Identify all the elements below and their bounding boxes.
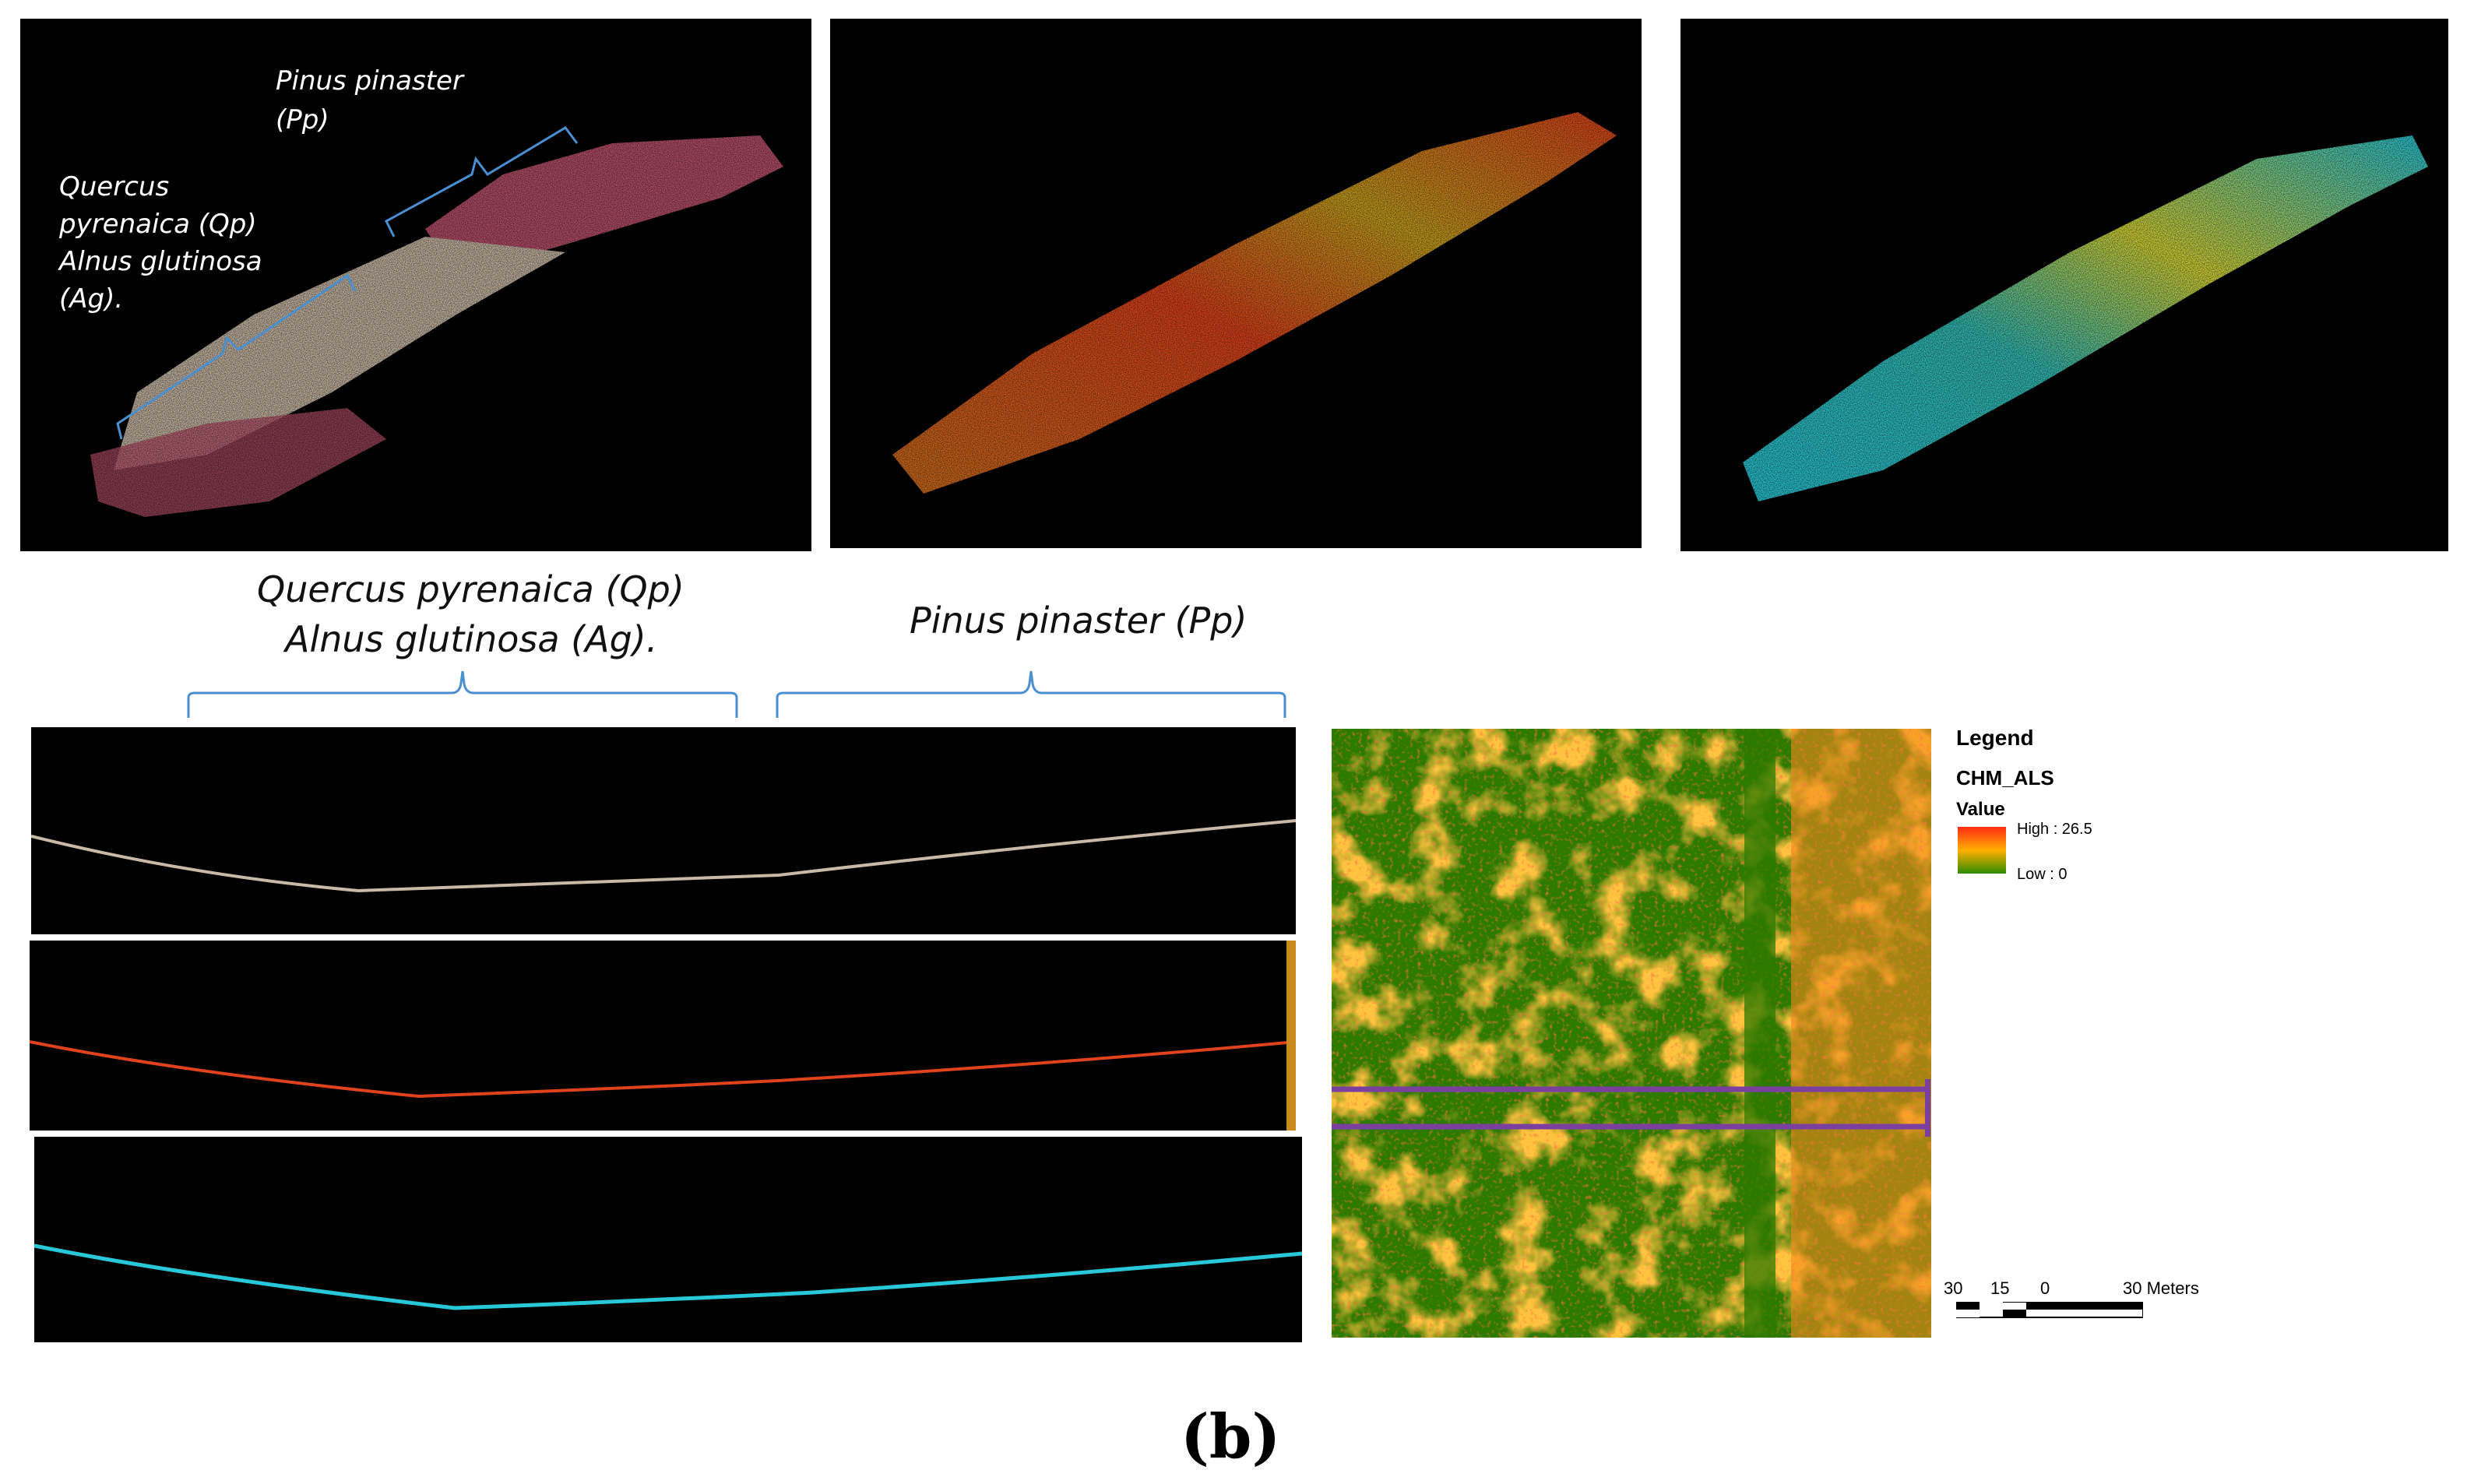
profile-ground bbox=[31, 819, 1296, 893]
scale-tick-15: 15 bbox=[1990, 1278, 2010, 1298]
profile-height-red-svg bbox=[30, 941, 1296, 1131]
brace-qp-ag-profile bbox=[187, 670, 738, 718]
pointcloud-height-svg-cyan bbox=[1680, 19, 2448, 551]
scale-tick-0: 0 bbox=[2040, 1278, 2050, 1298]
chm-map bbox=[1332, 729, 1931, 1338]
pointcloud-height-view-cyan bbox=[1680, 19, 2448, 551]
profile-height-cyan-svg bbox=[34, 1191, 1302, 1310]
profile-height-red bbox=[30, 941, 1296, 1131]
label-ag-line1: Alnus glutinosa bbox=[59, 246, 262, 277]
caption-text: (b) bbox=[1181, 1401, 1281, 1472]
legend-gradient-swatch bbox=[1958, 827, 2006, 874]
profile-edge-strip bbox=[1286, 941, 1296, 1131]
pointcloud-height-view-red bbox=[830, 19, 1642, 548]
profile-canopy-orange bbox=[30, 986, 1296, 1085]
profile-label-qp: Quercus pyrenaica (Qp) bbox=[257, 568, 684, 610]
chm-map-svg bbox=[1332, 729, 1931, 1338]
profile-species bbox=[31, 727, 1296, 934]
scale-tick-30-left: 30 bbox=[1944, 1278, 1963, 1298]
legend-layer: CHM_ALS bbox=[1956, 766, 2054, 789]
pointcloud-species-svg bbox=[20, 19, 811, 551]
legend-low-label: Low : 0 bbox=[2017, 866, 2068, 883]
pointcloud-height-svg-red bbox=[830, 19, 1642, 548]
profile-ground-cyan bbox=[34, 1243, 1302, 1310]
pointcloud-species-view: Pinus pinaster (Pp) Quercus pyrenaica (Q… bbox=[20, 19, 811, 551]
profile-canopy-pp bbox=[779, 774, 1296, 883]
profile-label-ag: Alnus glutinosa (Ag). bbox=[285, 618, 658, 660]
legend-high-label: High : 26.5 bbox=[2017, 821, 2092, 838]
label-qp-line1: Quercus bbox=[59, 171, 170, 202]
profile-ground-red bbox=[30, 1040, 1296, 1099]
profile-label-pp: Pinus pinaster (Pp) bbox=[910, 600, 1248, 642]
transect-marker bbox=[1925, 1079, 1930, 1137]
profile-species-svg bbox=[31, 774, 1296, 898]
label-qp-line2: pyrenaica (Qp) bbox=[59, 209, 257, 240]
brace-qp-ag bbox=[116, 273, 357, 440]
profile-canopy-qp bbox=[31, 793, 779, 898]
legend-title: Legend bbox=[1956, 726, 2034, 750]
brace-pp-profile bbox=[776, 670, 1286, 718]
profile-height-cyan bbox=[34, 1137, 1302, 1342]
legend-field: Value bbox=[1956, 799, 2005, 820]
label-pp-line1: Pinus pinaster bbox=[276, 65, 463, 97]
scale-tick-30-meters: 30 Meters bbox=[2123, 1278, 2199, 1298]
figure-caption: (b) bbox=[1181, 1401, 1280, 1472]
label-ag-line2: (Ag). bbox=[59, 283, 124, 315]
profile-canopy-yellow bbox=[34, 1191, 1302, 1297]
label-pp-line2: (Pp) bbox=[276, 104, 329, 135]
scale-bar bbox=[1956, 1302, 2143, 1318]
brace-pp bbox=[385, 126, 579, 237]
